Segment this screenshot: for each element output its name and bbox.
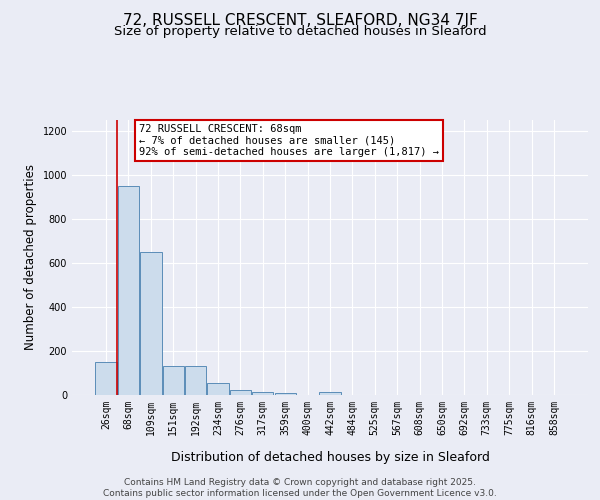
Bar [185, 366, 206, 395]
Bar [208, 383, 229, 395]
Bar [252, 392, 274, 395]
Bar [95, 362, 117, 395]
Bar [230, 390, 251, 395]
Bar [319, 392, 341, 395]
Y-axis label: Number of detached properties: Number of detached properties [24, 164, 37, 350]
Text: Distribution of detached houses by size in Sleaford: Distribution of detached houses by size … [170, 451, 490, 464]
Bar [275, 393, 296, 395]
Text: Size of property relative to detached houses in Sleaford: Size of property relative to detached ho… [113, 25, 487, 38]
Text: Contains HM Land Registry data © Crown copyright and database right 2025.
Contai: Contains HM Land Registry data © Crown c… [103, 478, 497, 498]
Bar [118, 186, 139, 395]
Text: 72, RUSSELL CRESCENT, SLEAFORD, NG34 7JF: 72, RUSSELL CRESCENT, SLEAFORD, NG34 7JF [122, 12, 478, 28]
Bar [140, 252, 161, 395]
Text: 72 RUSSELL CRESCENT: 68sqm
← 7% of detached houses are smaller (145)
92% of semi: 72 RUSSELL CRESCENT: 68sqm ← 7% of detac… [139, 124, 439, 158]
Bar [163, 366, 184, 395]
